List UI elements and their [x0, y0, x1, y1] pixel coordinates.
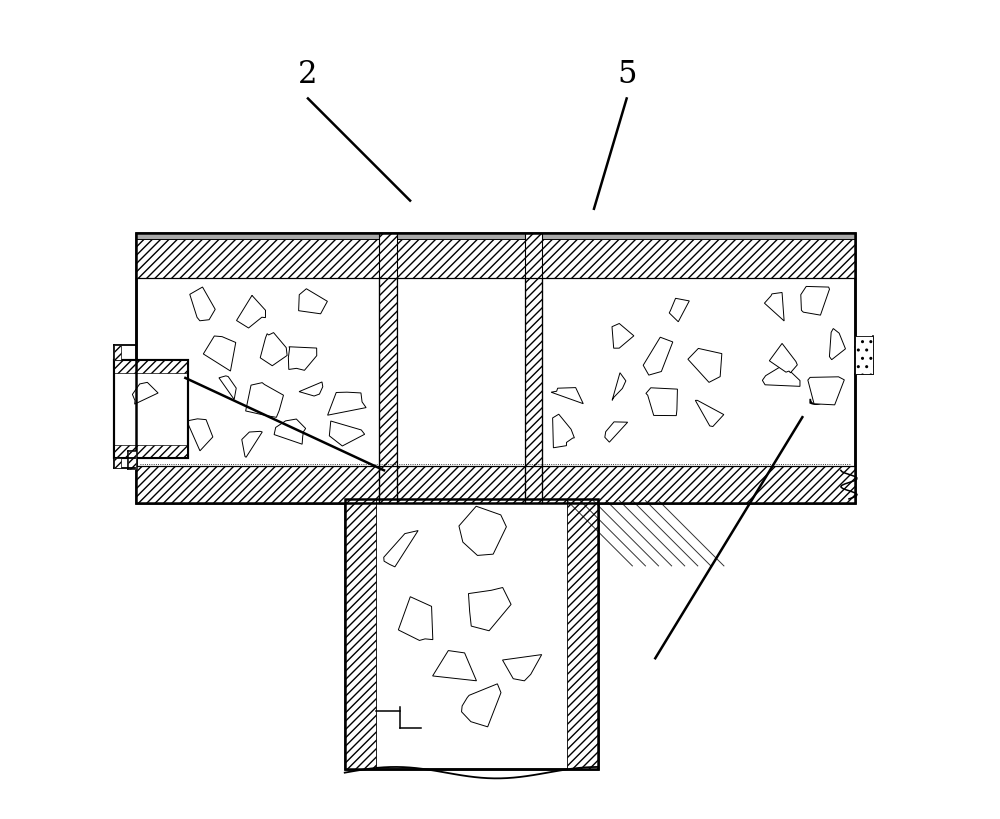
Polygon shape [688, 349, 722, 383]
Polygon shape [190, 287, 215, 321]
Polygon shape [152, 423, 180, 451]
Bar [397, 279, 525, 467]
Polygon shape [551, 388, 583, 405]
Polygon shape [274, 419, 306, 445]
Polygon shape [612, 324, 634, 349]
Polygon shape [398, 597, 433, 640]
Polygon shape [801, 287, 830, 316]
Bar [128, 452, 136, 470]
Text: 5: 5 [617, 59, 636, 89]
Polygon shape [612, 373, 626, 400]
Bar [525, 234, 542, 504]
Polygon shape [605, 423, 628, 442]
Polygon shape [643, 337, 673, 376]
Bar [136, 240, 855, 279]
Polygon shape [764, 293, 784, 322]
Polygon shape [203, 337, 236, 372]
Polygon shape [246, 383, 283, 418]
Bar [114, 360, 188, 459]
Polygon shape [132, 382, 158, 405]
Polygon shape [553, 414, 574, 448]
Bar [114, 446, 188, 459]
Text: 2: 2 [298, 59, 318, 89]
Bar [345, 500, 376, 769]
Polygon shape [299, 382, 323, 396]
Bar [567, 500, 598, 769]
Bar [114, 360, 188, 373]
Bar [136, 234, 855, 240]
Text: 4: 4 [158, 363, 177, 394]
Text: 3: 3 [806, 380, 826, 411]
Polygon shape [829, 329, 845, 360]
Polygon shape [299, 289, 327, 314]
Polygon shape [433, 651, 476, 681]
Polygon shape [503, 655, 542, 681]
Bar [379, 234, 397, 504]
Polygon shape [808, 378, 844, 405]
Bar [345, 500, 598, 769]
Bar [136, 467, 855, 504]
Bar [136, 234, 855, 504]
Polygon shape [288, 347, 317, 371]
Polygon shape [384, 531, 418, 568]
Polygon shape [468, 588, 511, 631]
Bar [855, 337, 873, 374]
Bar [345, 500, 598, 769]
Polygon shape [669, 299, 689, 323]
Polygon shape [328, 392, 366, 416]
Polygon shape [459, 507, 506, 556]
Polygon shape [646, 388, 677, 416]
Polygon shape [219, 377, 236, 400]
Polygon shape [462, 684, 501, 727]
Polygon shape [146, 365, 189, 403]
Bar [136, 234, 855, 504]
Bar [114, 360, 188, 459]
Polygon shape [242, 432, 262, 458]
Bar [114, 459, 121, 468]
Polygon shape [237, 296, 265, 328]
Polygon shape [260, 333, 287, 366]
Polygon shape [329, 422, 365, 446]
Polygon shape [769, 344, 797, 373]
Polygon shape [187, 419, 213, 451]
Polygon shape [695, 400, 724, 427]
Bar [114, 346, 121, 360]
Polygon shape [762, 367, 800, 387]
